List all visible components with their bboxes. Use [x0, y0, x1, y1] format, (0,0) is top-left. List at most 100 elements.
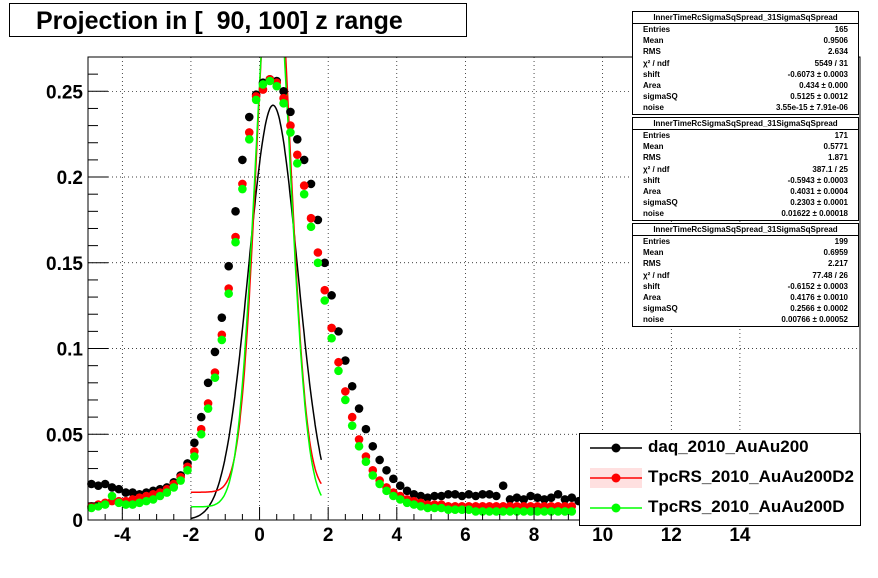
- stats-row: noise 0.01622 ± 0.00018: [633, 208, 858, 219]
- stats-value: 0.2566 ± 0.0002: [790, 304, 848, 314]
- data-point: [546, 493, 556, 503]
- data-point: [375, 455, 384, 465]
- data-point: [540, 507, 549, 516]
- data-point: [107, 491, 117, 501]
- stats-value: 0.6959: [823, 248, 848, 258]
- stats-key: shift: [643, 281, 660, 291]
- data-point: [238, 184, 247, 194]
- stats-value: -0.6152 ± 0.0003: [787, 281, 848, 291]
- stats-row: shift -0.5943 ± 0.0003: [633, 175, 858, 186]
- data-point: [203, 404, 213, 413]
- stats-box-title: InnerTimeRcSigmaSqSpread_31SigmaSqSpread: [633, 12, 858, 24]
- stats-value: 5549 / 31: [814, 58, 848, 68]
- x-tick-label: 12: [661, 525, 682, 546]
- data-point: [498, 507, 508, 516]
- data-point: [347, 421, 357, 430]
- data-point: [320, 285, 330, 295]
- data-point: [416, 501, 426, 511]
- data-point: [540, 495, 549, 504]
- data-point: [382, 486, 391, 496]
- stats-value: 0.4031 ± 0.0004: [790, 187, 848, 197]
- data-point: [375, 479, 384, 489]
- stats-row: Area 0.4176 ± 0.0010: [633, 292, 858, 303]
- data-point: [409, 489, 419, 499]
- data-point: [313, 248, 323, 257]
- stats-key: χ² / ndf: [643, 164, 670, 174]
- chart-title: Projection in [ 90, 100] z range: [36, 7, 403, 35]
- stats-row: noise 0.00766 ± 0.00052: [633, 314, 858, 325]
- legend-dot: [611, 473, 621, 483]
- stats-key: noise: [643, 103, 664, 113]
- stats-key: sigmaSQ: [643, 304, 678, 314]
- data-point: [327, 323, 336, 333]
- data-point: [292, 135, 302, 144]
- fit-curve: [190, 57, 322, 508]
- data-point: [368, 471, 378, 480]
- y-tick-label: 0.05: [46, 425, 83, 446]
- data-point: [423, 503, 432, 513]
- data-point: [354, 404, 364, 413]
- data-point: [526, 491, 535, 501]
- data-point: [292, 150, 302, 160]
- data-point: [341, 395, 350, 405]
- data-point: [423, 493, 432, 503]
- data-point: [265, 76, 275, 86]
- stats-key: sigmaSQ: [643, 92, 678, 102]
- data-point: [485, 489, 494, 499]
- stats-value: 0.01622 ± 0.00018: [781, 209, 848, 219]
- data-point: [498, 481, 508, 491]
- stats-rows: Entries 199 Mean 0.6959 RMS 2.217 χ² / ndf 77.4…: [633, 236, 858, 326]
- title-box: Projection in [ 90, 100] z range: [9, 3, 467, 37]
- stats-key: noise: [643, 209, 664, 219]
- data-point: [546, 507, 556, 516]
- data-point: [457, 505, 467, 515]
- y-tick-label: 0.1: [57, 340, 84, 361]
- data-point: [244, 128, 254, 137]
- data-point: [231, 237, 240, 247]
- y-tick-label: 0.2: [57, 168, 83, 189]
- data-point: [114, 498, 124, 508]
- stats-value: 0.4176 ± 0.0010: [790, 293, 848, 303]
- stats-row: Mean 0.9506: [633, 35, 858, 46]
- legend-entry: TpcRS_2010_AuAu200D2: [580, 465, 860, 495]
- x-tick-label: -2: [182, 525, 199, 546]
- data-point: [299, 189, 309, 199]
- stats-row: sigmaSQ 0.2566 ± 0.0002: [633, 303, 858, 314]
- data-point: [286, 128, 295, 137]
- legend-marker-icon: [590, 443, 642, 453]
- data-point: [128, 488, 137, 497]
- stats-value: 0.434 ± 0.000: [799, 81, 848, 91]
- data-point: [361, 457, 371, 466]
- stats-row: shift -0.6152 ± 0.0003: [633, 281, 858, 292]
- stats-key: noise: [643, 315, 664, 325]
- data-point: [299, 155, 309, 165]
- legend-dot: [611, 503, 621, 513]
- data-point: [210, 373, 220, 382]
- stats-value: 0.5771: [823, 142, 848, 152]
- data-point: [519, 507, 529, 516]
- stats-key: Entries: [643, 131, 671, 140]
- stats-key: RMS: [643, 259, 661, 269]
- data-point: [560, 495, 570, 504]
- stats-row: χ² / ndf 387.1 / 25: [633, 164, 858, 175]
- plot-frame: [87, 56, 861, 521]
- stats-key: Entries: [643, 25, 671, 34]
- stats-row: sigmaSQ 0.2303 ± 0.0001: [633, 197, 858, 208]
- x-tick-label: 6: [460, 525, 471, 546]
- legend-label: TpcRS_2010_AuAu200D: [648, 497, 845, 516]
- data-point: [93, 481, 103, 491]
- legend-dot: [611, 443, 621, 453]
- fit-curve: [190, 57, 322, 493]
- data-point: [526, 507, 535, 516]
- data-point: [485, 507, 494, 516]
- data-point: [190, 452, 199, 461]
- data-point: [443, 489, 453, 499]
- x-tick-label: 14: [729, 525, 751, 546]
- stats-key: Area: [643, 81, 661, 91]
- x-tick-labels: -4 -2 0 2 4 6 8 10 12 14: [114, 525, 751, 546]
- data-point: [286, 107, 295, 117]
- legend-marker-icon: [590, 503, 642, 513]
- stats-key: Mean: [643, 248, 664, 258]
- stats-box-tpcrs-d2: InnerTimeRcSigmaSqSpread_31SigmaSqSpread…: [632, 117, 859, 221]
- data-point: [320, 258, 330, 268]
